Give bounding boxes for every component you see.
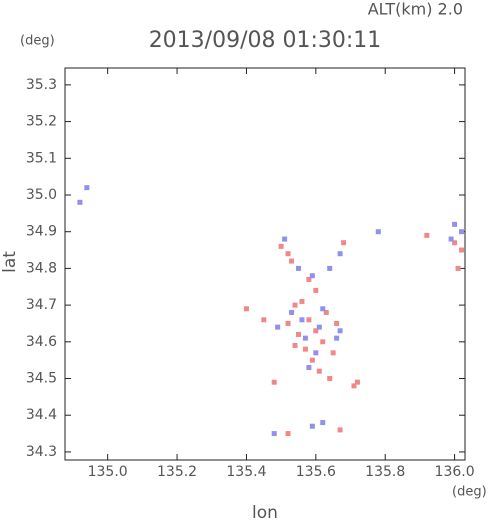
echo-cell [289, 309, 295, 315]
echo-cell [316, 368, 322, 374]
echo-cell [354, 379, 360, 385]
echo-cell [313, 287, 319, 293]
echo-cell [375, 229, 381, 235]
echo-cell [309, 423, 315, 429]
echo-cell [334, 335, 340, 341]
y-tick-label: 35.2 [26, 114, 57, 130]
echo-cell [320, 339, 326, 345]
y-axis-label: lat [0, 251, 20, 273]
altitude-label: ALT(km) 2.0 [368, 0, 463, 19]
echo-cell [84, 185, 90, 191]
y-unit: (deg) [20, 34, 55, 49]
echo-cell [271, 379, 277, 385]
echo-cell [306, 365, 312, 371]
echo-cell [295, 331, 301, 337]
echo-cell [309, 273, 315, 279]
echo-cell [306, 317, 312, 323]
echo-cell [337, 427, 343, 433]
y-tick-label: 34.8 [26, 260, 57, 276]
echo-cell [341, 240, 347, 246]
echo-cell [337, 251, 343, 257]
echo-cell [243, 306, 249, 312]
echo-cell [327, 265, 333, 271]
x-tick-label: 135.6 [296, 464, 336, 480]
echo-cell [330, 350, 336, 356]
x-axis-label: lon [252, 503, 278, 521]
echo-cell [299, 298, 305, 304]
x-tick-label: 136.0 [435, 464, 475, 480]
echo-cell [292, 342, 298, 348]
echo-cell [459, 247, 465, 253]
y-tick-label: 35.0 [26, 187, 57, 203]
echo-cell [278, 243, 284, 249]
echo-cell [309, 357, 315, 363]
echo-cell [334, 320, 340, 326]
echo-cell [448, 236, 454, 242]
echo-cell [271, 431, 277, 437]
echo-cell [285, 431, 291, 437]
echo-cell [306, 276, 312, 282]
echo-cell [320, 306, 326, 312]
echo-cell [292, 302, 298, 308]
y-tick-label: 34.9 [26, 224, 57, 240]
echo-cell [320, 420, 326, 426]
echo-cell [459, 229, 465, 235]
x-tick-label: 135.0 [88, 464, 128, 480]
x-tick-label: 135.4 [226, 464, 266, 480]
echo-cell [313, 328, 319, 334]
y-tick-label: 34.6 [26, 334, 57, 350]
y-tick-label: 34.4 [26, 407, 57, 423]
echo-cell [285, 251, 291, 257]
echo-cell [295, 265, 301, 271]
y-tick-label: 34.7 [26, 297, 57, 313]
chart-title: 2013/09/08 01:30:11 [149, 28, 382, 53]
y-tick-label: 34.3 [26, 444, 57, 460]
echo-cell [424, 232, 430, 238]
echo-cell [302, 335, 308, 341]
echo-cell [285, 320, 291, 326]
y-tick-label: 34.5 [26, 371, 57, 387]
echo-cell [455, 265, 461, 271]
echo-cell [275, 324, 281, 330]
y-tick-label: 35.1 [26, 150, 57, 166]
echo-cell [299, 317, 305, 323]
echo-cell [323, 309, 329, 315]
echo-cell [313, 350, 319, 356]
echo-cell [282, 236, 288, 242]
x-tick-label: 135.8 [365, 464, 405, 480]
echo-cell [316, 324, 322, 330]
echo-cell [351, 383, 357, 389]
echo-cell [289, 258, 295, 264]
x-unit: (deg) [452, 485, 487, 500]
echo-cell [327, 376, 333, 382]
y-tick-label: 35.3 [26, 77, 57, 93]
x-tick-label: 135.2 [157, 464, 197, 480]
echo-cell [452, 221, 458, 227]
echo-cell [302, 346, 308, 352]
echo-cell [337, 328, 343, 334]
plot-frame [64, 67, 466, 461]
echo-cell [261, 317, 267, 323]
echo-cell [77, 199, 83, 205]
echo-cell [452, 240, 458, 246]
